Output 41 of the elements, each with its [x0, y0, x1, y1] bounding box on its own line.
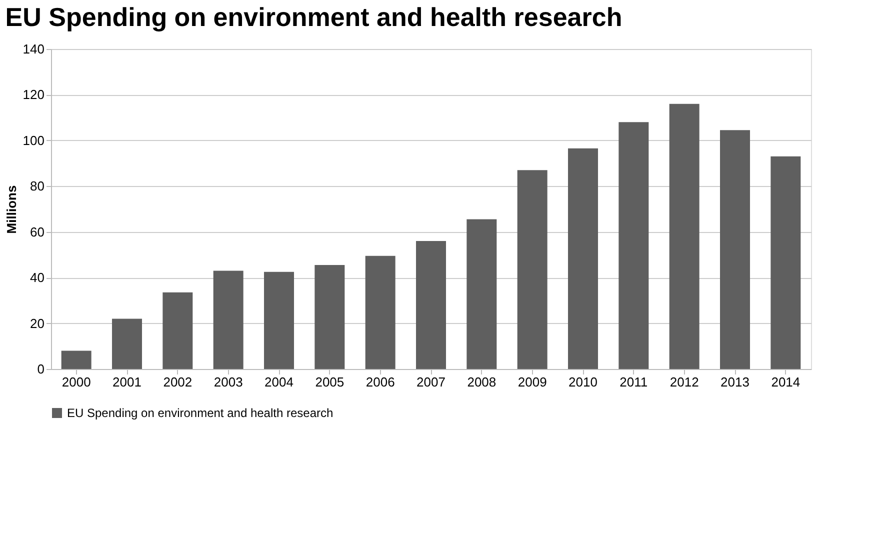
x-tick-label: 2014 — [771, 374, 800, 390]
bar — [517, 170, 548, 369]
x-tick-label: 2006 — [366, 374, 395, 390]
x-tick-label: 2002 — [163, 374, 192, 390]
bar — [416, 241, 446, 369]
bar — [213, 270, 244, 369]
x-tick-label: 2001 — [112, 374, 142, 390]
y-tick-label: 100 — [22, 132, 44, 148]
bar — [61, 350, 92, 369]
bar — [618, 122, 649, 369]
x-tick-label: 2008 — [467, 374, 496, 390]
y-tick-label: 60 — [30, 224, 44, 240]
bar — [365, 256, 396, 369]
x-tick-label: 2005 — [315, 374, 344, 390]
bar — [669, 104, 700, 369]
y-tick-label: 20 — [30, 316, 44, 331]
x-tick-label: 2010 — [568, 374, 598, 390]
x-tick-label: 2007 — [416, 374, 446, 390]
x-tick-label: 2012 — [670, 374, 699, 390]
bar — [720, 130, 750, 369]
x-tick-label: 2011 — [620, 374, 648, 390]
x-tick-label: 2003 — [214, 374, 243, 390]
x-tick-label: 2009 — [518, 374, 547, 390]
bar — [568, 148, 598, 369]
legend-label: EU Spending on environment and health research — [67, 406, 334, 420]
y-tick-label: 0 — [37, 362, 44, 376]
x-tick-label: 2004 — [264, 374, 294, 390]
y-tick-label: 80 — [30, 178, 44, 194]
y-tick-label: 140 — [22, 42, 44, 56]
bar — [264, 272, 294, 369]
bar — [770, 156, 801, 369]
y-axis-title: Millions — [4, 185, 19, 234]
bar — [314, 265, 345, 369]
y-tick-label: 40 — [30, 270, 44, 286]
bar — [466, 219, 497, 369]
x-tick-label: 2013 — [720, 374, 750, 390]
y-tick-label: 120 — [22, 87, 44, 102]
x-tick-label: 2000 — [62, 374, 91, 390]
bar — [112, 318, 142, 369]
chart-title: EU Spending on environment and health research — [5, 2, 622, 32]
bar — [162, 292, 193, 369]
